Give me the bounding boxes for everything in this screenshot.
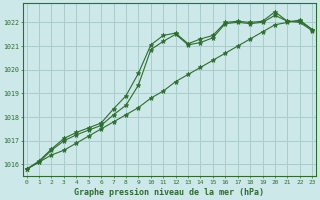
X-axis label: Graphe pression niveau de la mer (hPa): Graphe pression niveau de la mer (hPa) [75, 188, 264, 197]
